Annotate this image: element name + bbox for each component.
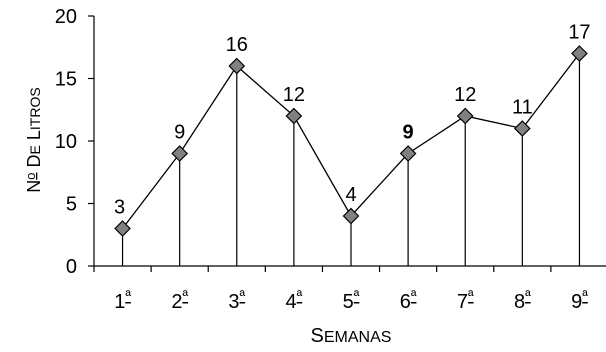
x-tick-label: 8ª: [514, 288, 531, 313]
y-axis-title-prefix: N: [24, 180, 44, 193]
data-label: 4: [345, 184, 356, 206]
data-label: 12: [454, 84, 476, 106]
x-axis: 1ª 2ª 3ª 4ª 5ª 6ª 7ª 8ª 9ª: [93, 265, 606, 313]
x-tick-label: 3ª: [228, 288, 245, 313]
x-tick-label: 5ª: [343, 288, 360, 313]
y-tick-label: 10: [55, 131, 77, 153]
data-label: 12: [283, 84, 305, 106]
y-axis-title: No DE LITROS: [23, 87, 44, 192]
data-labels: 3 9 16 12 4 9 12 11 17: [114, 22, 591, 219]
data-label: 3: [114, 197, 125, 219]
data-label: 16: [226, 34, 248, 56]
data-markers: [114, 45, 588, 237]
data-point: [342, 207, 360, 225]
y-tick-label: 15: [55, 69, 77, 91]
data-label: 9: [174, 122, 185, 144]
y-tick-label: 5: [66, 194, 77, 216]
x-tick-label: 2ª: [171, 288, 188, 313]
data-point: [456, 107, 474, 125]
x-axis-title: SEMANAS: [311, 325, 392, 347]
x-tick-label: 4ª: [286, 288, 303, 313]
x-tick-label: 7ª: [457, 288, 474, 313]
data-label: 17: [568, 22, 590, 44]
y-tick-label: 20: [55, 6, 77, 28]
data-point: [114, 220, 131, 237]
data-point: [228, 57, 246, 75]
data-point: [171, 145, 189, 162]
x-tick-label: 9ª: [571, 288, 588, 313]
data-point: [571, 45, 588, 62]
data-label: 11: [512, 97, 533, 119]
x-tick-label: 1ª: [114, 288, 131, 313]
y-axis-title-ordinal: o: [23, 172, 38, 179]
y-tick-label: 0: [66, 256, 77, 278]
y-axis: 0 5 10 15 20: [55, 6, 95, 278]
drop-lines: [121, 53, 581, 266]
data-label: 9: [403, 122, 414, 144]
data-point: [513, 120, 531, 137]
x-tick-label: 6ª: [400, 288, 417, 313]
y-axis-title-rest: DE LITROS: [24, 87, 44, 172]
data-point: [285, 107, 303, 125]
data-point: [399, 145, 417, 162]
